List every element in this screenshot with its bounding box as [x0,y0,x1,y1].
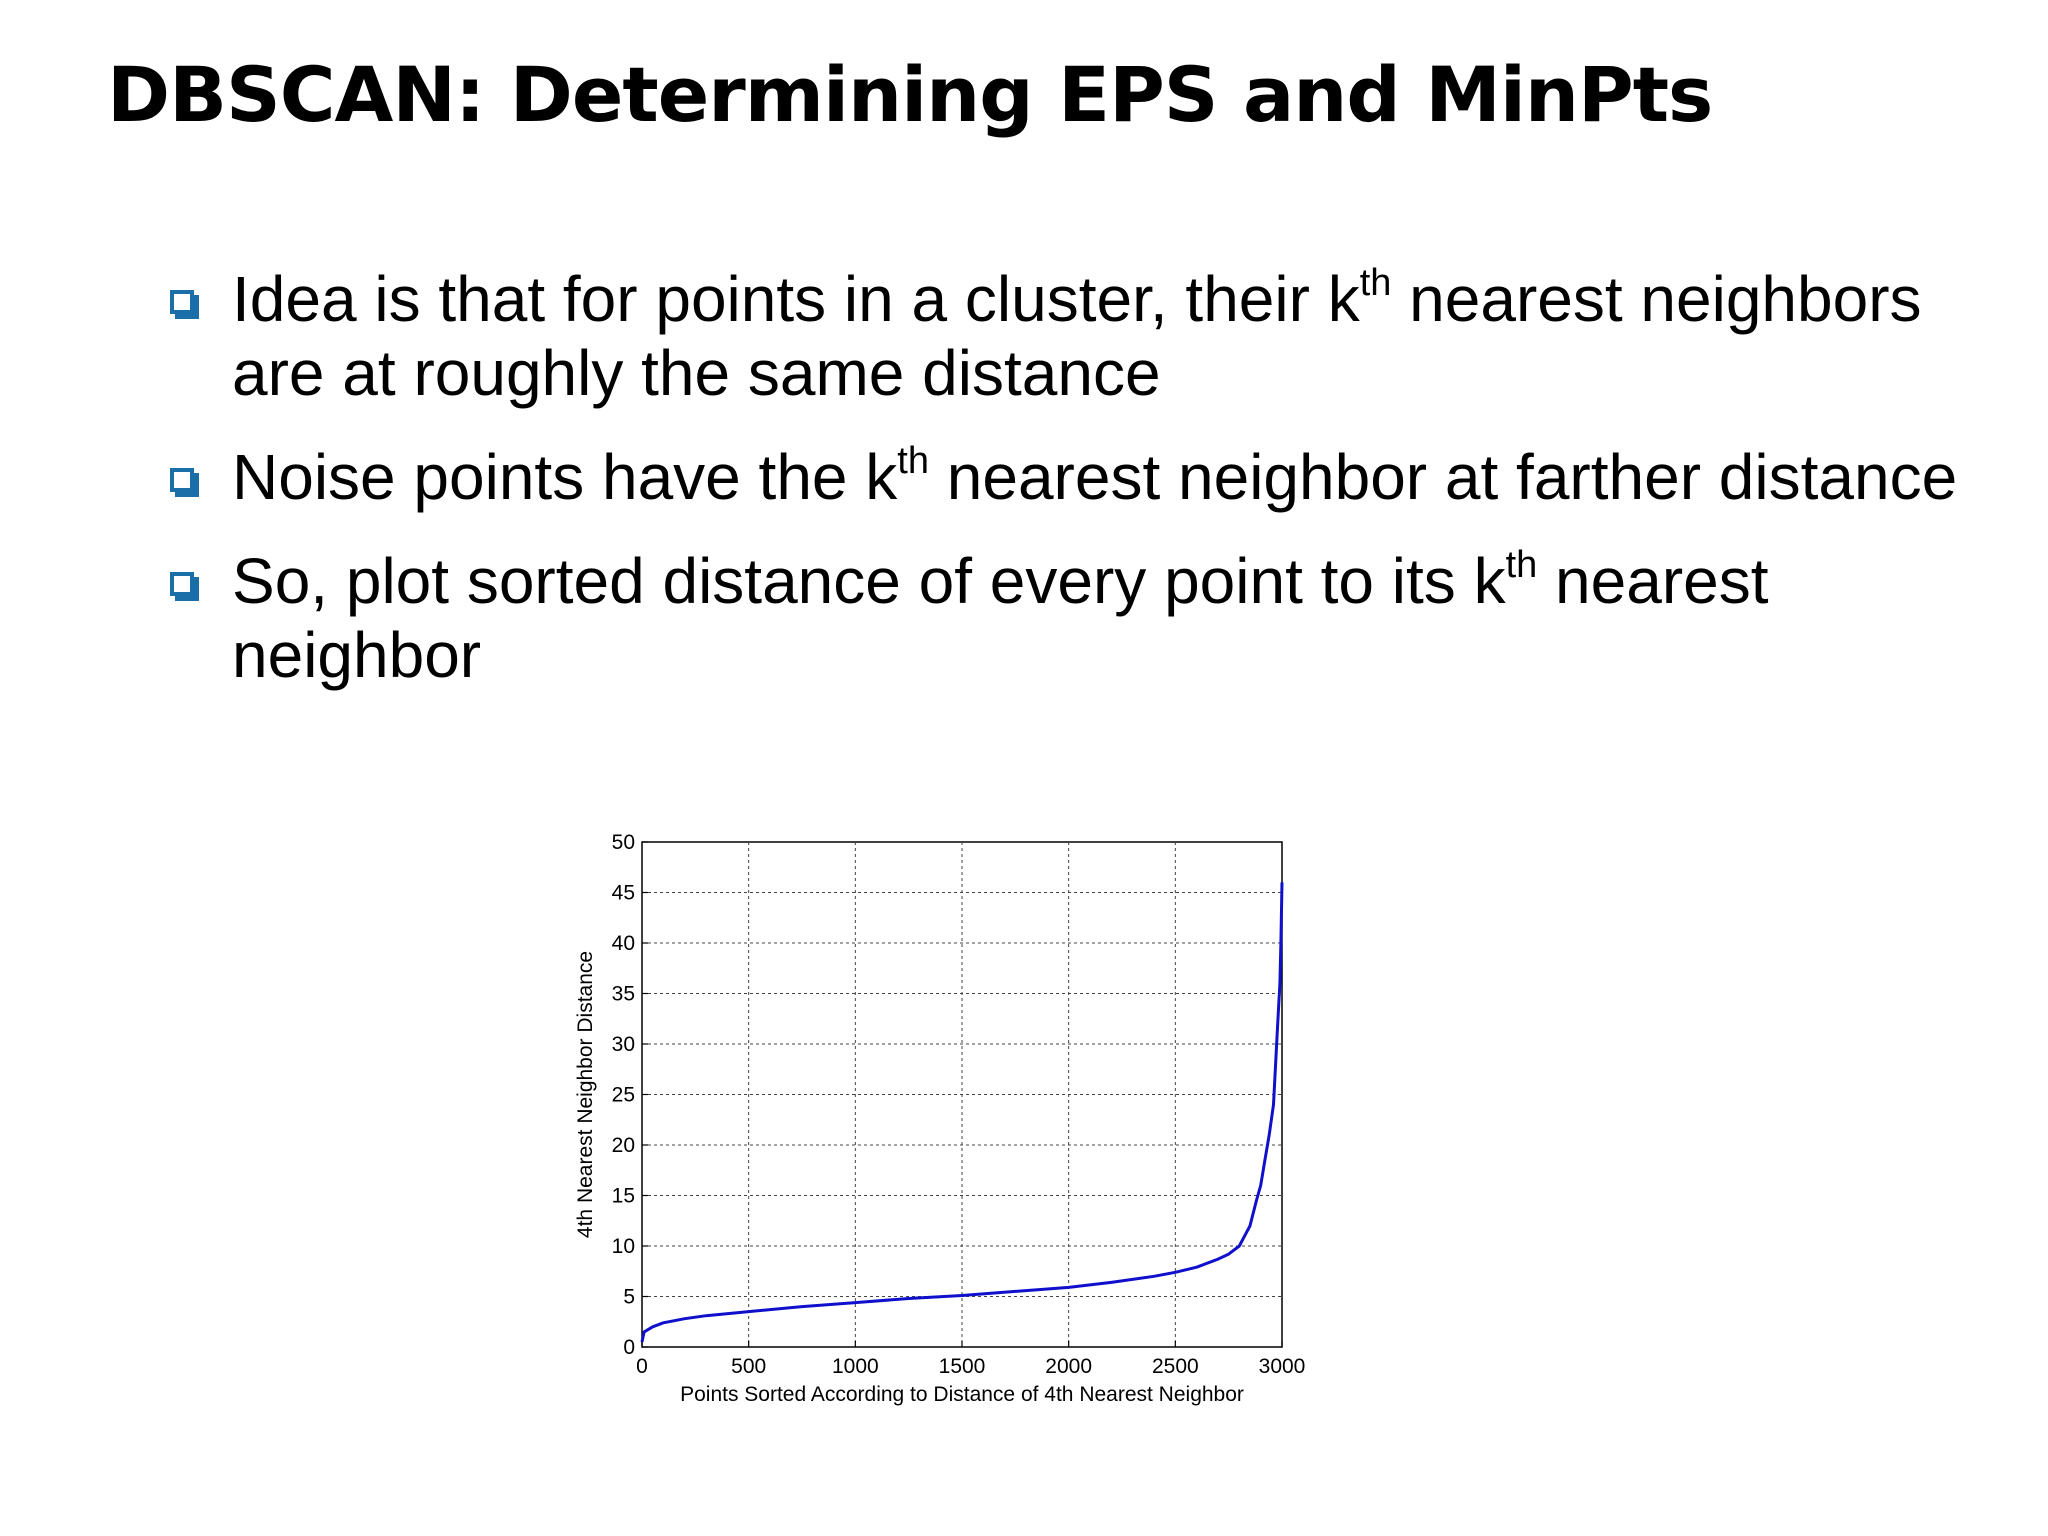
bullet-text: Noise points have the k [232,441,898,513]
x-tick-label: 2500 [1152,1355,1199,1378]
x-tick-label: 3000 [1259,1355,1306,1378]
x-tick-label: 1500 [939,1355,986,1378]
x-tick-label: 0 [636,1355,648,1378]
bullet-item: Idea is that for points in a cluster, th… [170,262,1970,410]
knn-distance-chart: 0 500 1000 1500 2000 2500 3000 0 5 10 15 20 25 30 35 40… [560,815,1340,1435]
y-tick-label: 45 [612,882,635,905]
slide-title: DBSCAN: Determining EPS and MinPts [107,50,1713,139]
y-tick-label: 40 [612,932,635,955]
y-tick-label: 20 [612,1134,635,1157]
y-tick-label: 5 [623,1286,635,1309]
y-tick-label: 15 [612,1185,635,1208]
bullet-text: nearest neighbor [232,545,1769,691]
x-axis-label: Points Sorted According to Distance of 4… [680,1383,1244,1406]
y-tick-label: 35 [612,983,635,1006]
x-tick-label: 1000 [832,1355,879,1378]
square-bullet-icon [170,468,194,492]
y-tick-label: 30 [612,1033,635,1056]
bullet-superscript: th [1359,261,1392,304]
bullet-text: nearest neighbor at farther distance [928,441,1958,513]
square-bullet-icon [170,290,194,314]
series-line [640,882,1284,1343]
bullet-item: So, plot sorted distance of every point … [170,544,1970,692]
bullet-text: Idea is that for points in a cluster, th… [232,263,1360,335]
y-axis-label: 4th Nearest Neighbor Distance [574,951,597,1238]
bullet-item: Noise points have the kth nearest neighb… [170,440,1970,514]
y-tick-label: 50 [612,831,635,854]
x-tick-label: 2000 [1045,1355,1092,1378]
chart-svg: 0 500 1000 1500 2000 2500 3000 0 5 10 15 20 25 30 35 40… [574,831,1306,1406]
y-tick-label: 25 [612,1084,635,1107]
y-tick-label: 10 [612,1235,635,1258]
square-bullet-icon [170,572,194,596]
x-tick-label: 500 [731,1355,766,1378]
bullet-list: Idea is that for points in a cluster, th… [170,262,1970,722]
y-tick-label: 0 [623,1336,635,1359]
bullet-text: So, plot sorted distance of every point … [232,545,1506,617]
bullet-superscript: th [1505,543,1538,586]
bullet-text: nearest neighbors are at roughly the sam… [232,263,1922,409]
bullet-superscript: th [897,439,929,482]
